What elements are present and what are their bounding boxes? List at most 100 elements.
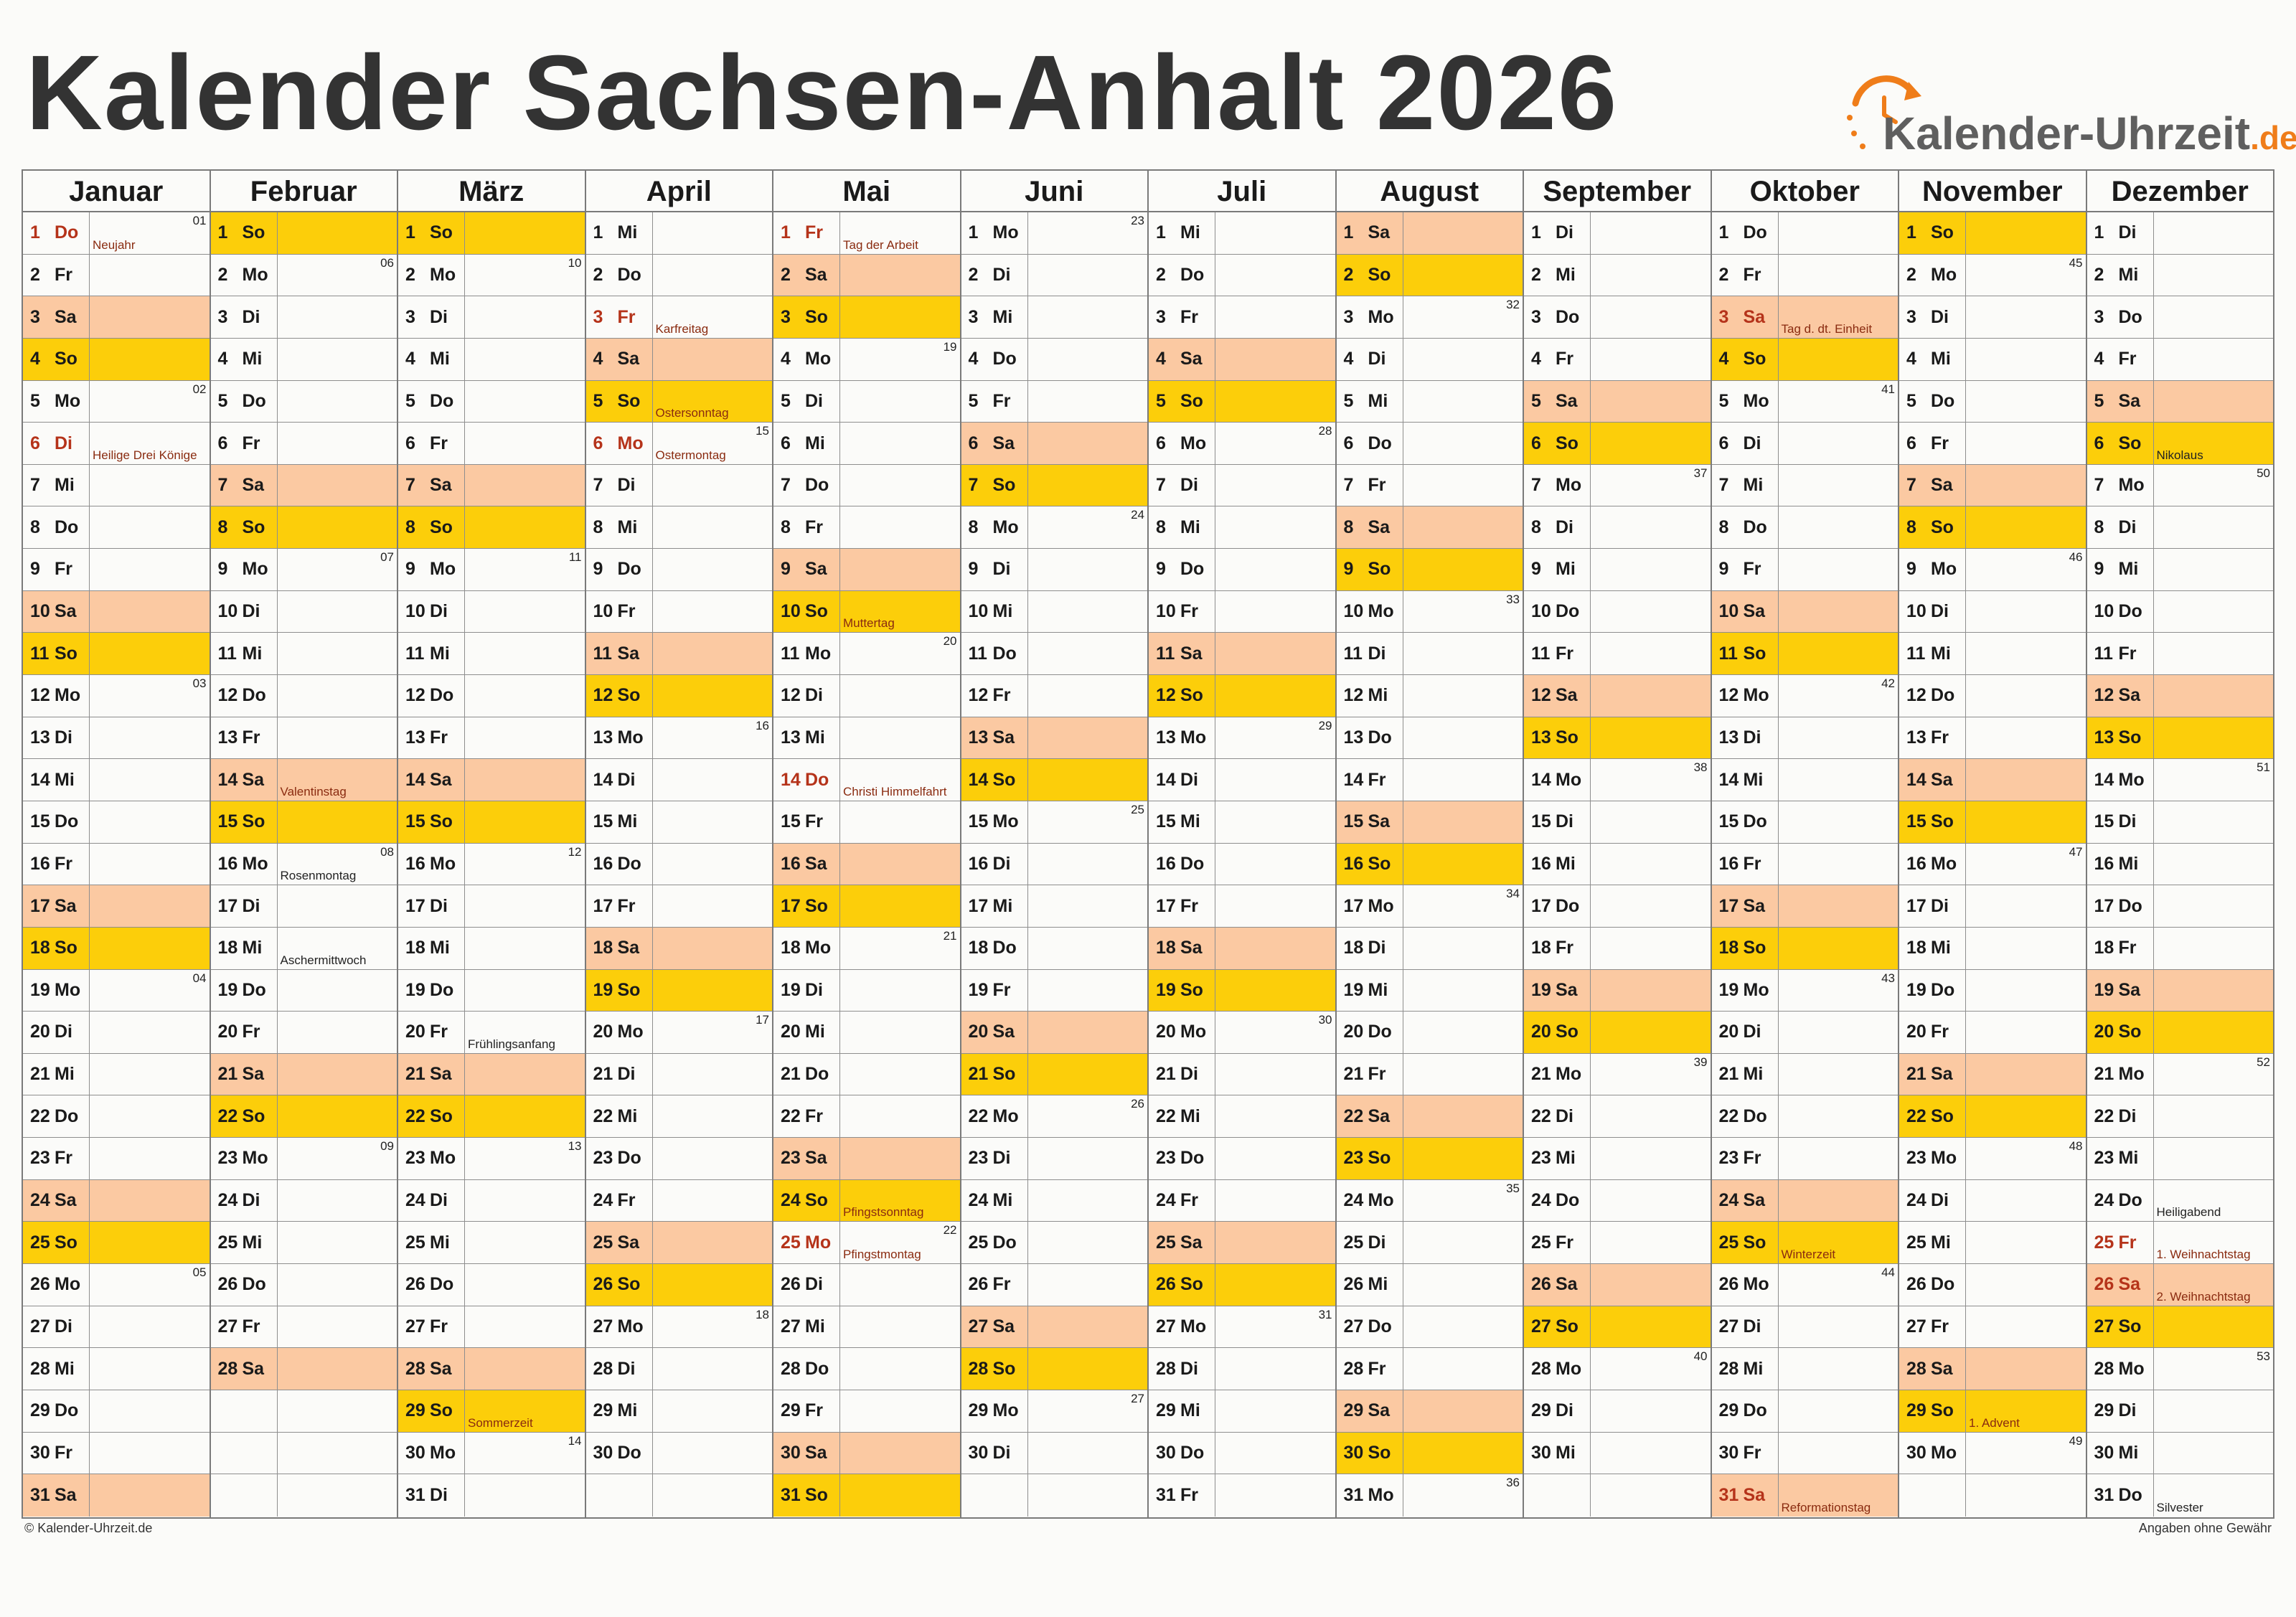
day-cell[interactable]: 27 Fr bbox=[210, 1306, 397, 1349]
day-cell[interactable]: 25 So Winterzeit bbox=[1711, 1222, 1898, 1265]
day-cell[interactable]: 25 Mi bbox=[210, 1222, 397, 1265]
day-cell[interactable]: 4 Sa bbox=[1149, 338, 1335, 381]
day-cell[interactable]: 11 Fr bbox=[2086, 633, 2273, 676]
day-cell[interactable]: 31 Di bbox=[398, 1474, 585, 1517]
day-cell[interactable]: 25 Mi bbox=[398, 1222, 585, 1265]
day-cell[interactable]: 18 Sa bbox=[1149, 927, 1335, 970]
day-cell[interactable]: 8 Sa bbox=[1336, 506, 1523, 550]
day-cell[interactable]: 26 Di bbox=[773, 1264, 960, 1306]
day-cell[interactable]: 29 Do bbox=[23, 1390, 210, 1433]
day-cell[interactable]: 21 Mi bbox=[23, 1053, 210, 1096]
day-cell[interactable]: 1 Do 01 Neujahr bbox=[23, 212, 210, 255]
brand-logo[interactable]: Kalender-Uhrzeit.de bbox=[1834, 60, 2296, 161]
day-cell[interactable]: 25 Sa bbox=[1149, 1222, 1335, 1265]
day-cell[interactable]: 24 Sa bbox=[23, 1179, 210, 1222]
day-cell[interactable]: 31 Fr bbox=[1149, 1474, 1335, 1517]
day-cell[interactable]: 4 Mi bbox=[210, 338, 397, 381]
day-cell[interactable]: 8 Do bbox=[23, 506, 210, 550]
day-cell[interactable]: 11 Do bbox=[961, 633, 1147, 676]
day-cell[interactable]: 25 So bbox=[23, 1222, 210, 1265]
day-cell[interactable]: 10 Do bbox=[1524, 590, 1711, 633]
day-cell[interactable]: 17 So bbox=[773, 885, 960, 928]
day-cell[interactable]: 22 Do bbox=[1711, 1095, 1898, 1138]
day-cell[interactable]: 8 Mi bbox=[1149, 506, 1335, 550]
day-cell[interactable]: 21 Di bbox=[585, 1053, 772, 1096]
day-cell[interactable]: 16 Do bbox=[1149, 843, 1335, 886]
day-cell[interactable]: 3 Di bbox=[398, 296, 585, 339]
day-cell[interactable]: 6 Di bbox=[1711, 423, 1898, 465]
day-cell[interactable]: 31 Sa Reformationstag bbox=[1711, 1474, 1898, 1517]
day-cell[interactable]: 28 Di bbox=[1149, 1348, 1335, 1390]
day-cell[interactable]: 12 Sa bbox=[1524, 675, 1711, 717]
day-cell[interactable]: 21 Do bbox=[773, 1053, 960, 1096]
day-cell[interactable]: 6 Mo 15 Ostermontag bbox=[585, 423, 772, 465]
day-cell[interactable]: 12 Mo 42 bbox=[1711, 675, 1898, 717]
day-cell[interactable]: 15 Do bbox=[23, 801, 210, 844]
day-cell[interactable]: 11 So bbox=[1711, 633, 1898, 676]
day-cell[interactable]: 4 Sa bbox=[585, 338, 772, 381]
day-cell[interactable]: 10 Di bbox=[398, 590, 585, 633]
day-cell[interactable]: 29 Sa bbox=[1336, 1390, 1523, 1433]
day-cell[interactable]: 2 Fr bbox=[23, 254, 210, 297]
day-cell[interactable]: 2 So bbox=[1336, 254, 1523, 297]
day-cell[interactable]: 27 Mo 31 bbox=[1149, 1306, 1335, 1349]
day-cell[interactable]: 18 Sa bbox=[585, 927, 772, 970]
day-cell[interactable]: 12 Mi bbox=[1336, 675, 1523, 717]
day-cell[interactable]: 23 Mo 09 bbox=[210, 1138, 397, 1180]
day-cell[interactable]: 27 Fr bbox=[398, 1306, 585, 1349]
day-cell[interactable]: 22 Mi bbox=[585, 1095, 772, 1138]
day-cell[interactable]: 26 Do bbox=[210, 1264, 397, 1306]
day-cell[interactable]: 29 Di bbox=[1524, 1390, 1711, 1433]
day-cell[interactable]: 22 Sa bbox=[1336, 1095, 1523, 1138]
day-cell[interactable]: 1 Mi bbox=[585, 212, 772, 255]
day-cell[interactable]: 25 Do bbox=[961, 1222, 1147, 1265]
day-cell[interactable]: 7 Sa bbox=[1899, 464, 2086, 507]
day-cell[interactable]: 16 So bbox=[1336, 843, 1523, 886]
day-cell[interactable]: 16 Di bbox=[961, 843, 1147, 886]
day-cell[interactable]: 31 Sa bbox=[23, 1474, 210, 1517]
day-cell[interactable]: 11 Sa bbox=[1149, 633, 1335, 676]
day-cell[interactable]: 7 Mo 37 bbox=[1524, 464, 1711, 507]
day-cell[interactable]: 14 Sa bbox=[1899, 759, 2086, 801]
day-cell[interactable]: 5 Sa bbox=[1524, 380, 1711, 423]
day-cell[interactable]: 16 Mo 47 bbox=[1899, 843, 2086, 886]
day-cell[interactable]: 14 Di bbox=[1149, 759, 1335, 801]
day-cell[interactable]: 5 Di bbox=[773, 380, 960, 423]
day-cell[interactable]: 11 So bbox=[23, 633, 210, 676]
day-cell[interactable]: 6 So bbox=[1524, 423, 1711, 465]
day-cell[interactable]: 17 Di bbox=[398, 885, 585, 928]
day-cell[interactable]: 4 Mo 19 bbox=[773, 338, 960, 381]
day-cell[interactable]: 22 So bbox=[1899, 1095, 2086, 1138]
day-cell[interactable]: 14 Di bbox=[585, 759, 772, 801]
day-cell[interactable]: 23 Sa bbox=[773, 1138, 960, 1180]
day-cell[interactable]: 3 Fr bbox=[1149, 296, 1335, 339]
day-cell[interactable]: 30 Mo 14 bbox=[398, 1432, 585, 1475]
day-cell[interactable]: 24 Mo 35 bbox=[1336, 1179, 1523, 1222]
day-cell[interactable]: 12 Di bbox=[773, 675, 960, 717]
day-cell[interactable]: 28 Mo 40 bbox=[1524, 1348, 1711, 1390]
day-cell[interactable]: 11 Di bbox=[1336, 633, 1523, 676]
day-cell[interactable]: 1 Do bbox=[1711, 212, 1898, 255]
day-cell[interactable]: 6 Sa bbox=[961, 423, 1147, 465]
day-cell[interactable]: 22 Do bbox=[23, 1095, 210, 1138]
day-cell[interactable]: 7 Mi bbox=[23, 464, 210, 507]
day-cell[interactable]: 19 Do bbox=[210, 969, 397, 1012]
day-cell[interactable]: 26 Mo 44 bbox=[1711, 1264, 1898, 1306]
day-cell[interactable]: 2 Do bbox=[585, 254, 772, 297]
day-cell[interactable]: 9 Di bbox=[961, 549, 1147, 591]
day-cell[interactable]: 29 Fr bbox=[773, 1390, 960, 1433]
day-cell[interactable]: 6 Di Heilige Drei Könige bbox=[23, 423, 210, 465]
day-cell[interactable]: 21 Sa bbox=[210, 1053, 397, 1096]
day-cell[interactable]: 28 Mi bbox=[1711, 1348, 1898, 1390]
day-cell[interactable]: 30 Sa bbox=[773, 1432, 960, 1475]
day-cell[interactable]: 19 Sa bbox=[2086, 969, 2273, 1012]
day-cell[interactable]: 22 Mi bbox=[1149, 1095, 1335, 1138]
day-cell[interactable]: 23 Mi bbox=[2086, 1138, 2273, 1180]
day-cell[interactable]: 19 So bbox=[585, 969, 772, 1012]
day-cell[interactable]: 24 Do bbox=[1524, 1179, 1711, 1222]
day-cell[interactable]: 18 Mi bbox=[1899, 927, 2086, 970]
day-cell[interactable]: 15 Fr bbox=[773, 801, 960, 844]
day-cell[interactable]: 30 So bbox=[1336, 1432, 1523, 1475]
day-cell[interactable]: 24 Fr bbox=[585, 1179, 772, 1222]
day-cell[interactable]: 10 Sa bbox=[1711, 590, 1898, 633]
